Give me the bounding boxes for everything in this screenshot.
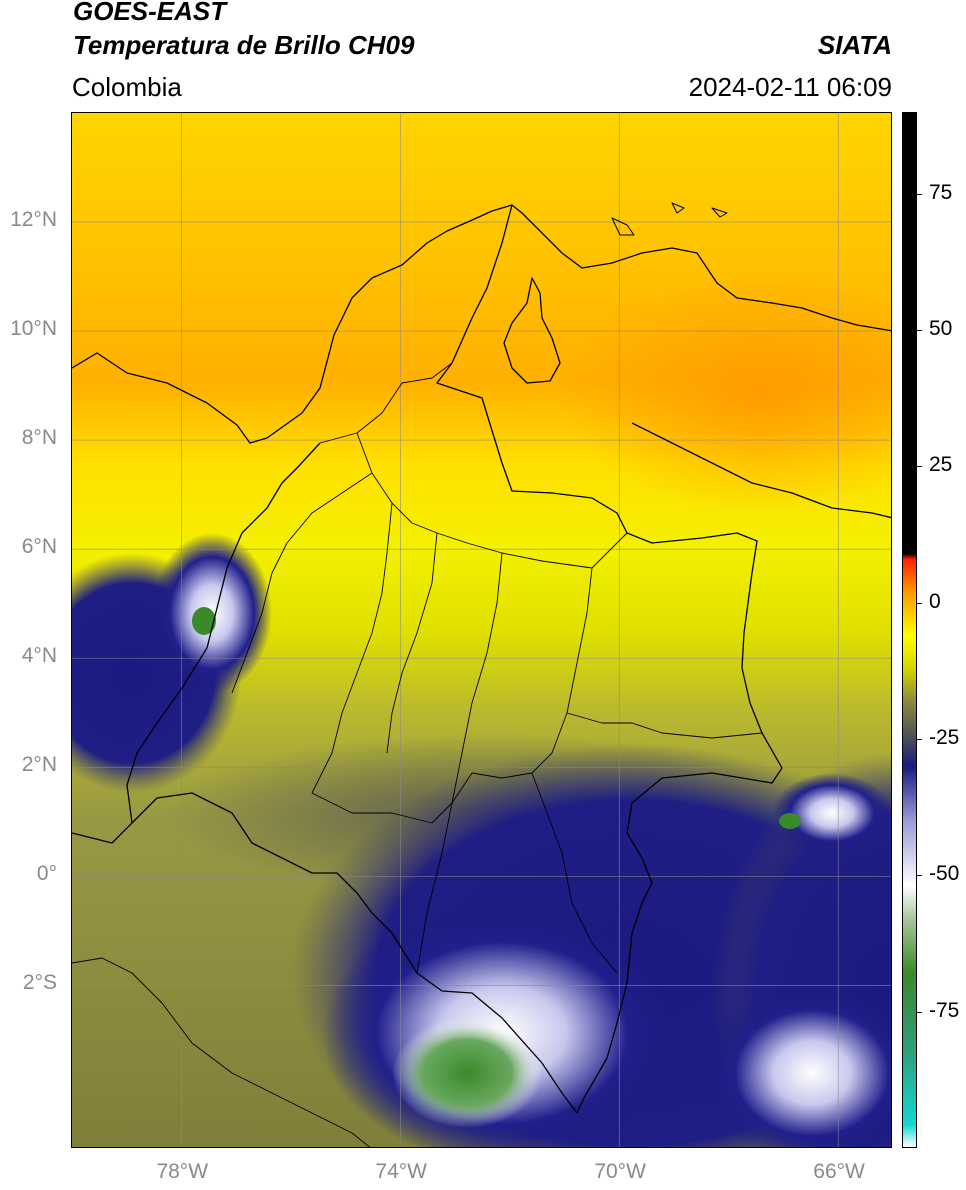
colorbar-tick (917, 330, 922, 332)
colorbar-tick-label: -25 (929, 726, 960, 750)
venezuela-guyana-border (631, 422, 891, 519)
lat-tick-label: 6°N (21, 535, 57, 559)
lon-tick-label: 78°W (156, 1160, 209, 1183)
coldest-tops-south (392, 1018, 542, 1128)
colorbar-tick (917, 602, 922, 604)
lat-tick-label: 10°N (10, 317, 57, 341)
lat-tick-label: 2°S (22, 971, 57, 995)
product-title: Temperatura de Brillo CH09 (73, 30, 415, 60)
brightness-temperature-field (72, 113, 891, 1147)
colorbar-tick (917, 875, 922, 877)
colorbar-tick (917, 1011, 922, 1013)
lake-maracaibo (503, 277, 561, 384)
lat-tick-label: 8°N (21, 426, 57, 450)
east-coldest-tops (779, 813, 801, 829)
colombia-panama-border (241, 442, 321, 534)
lon-tick-label: 70°W (594, 1160, 646, 1183)
colombia-peru-border (131, 792, 578, 1114)
colorbar-tick-label: 50 (929, 317, 953, 341)
satellite-map (71, 112, 892, 1148)
warm-region (562, 273, 891, 513)
colorbar-tick-label: 25 (929, 453, 953, 477)
borders (72, 202, 891, 1147)
department-boundaries (231, 362, 763, 974)
colombia-venezuela-border (436, 204, 783, 769)
east-cold-tops (772, 773, 891, 853)
lon-tick-label: 66°W (813, 1160, 865, 1183)
agency-label: SIATA (817, 30, 892, 60)
lat-tick-label: 0° (36, 862, 57, 886)
colombia-brazil-border (576, 767, 783, 1114)
satellite-title: GOES-EAST (73, 0, 227, 26)
colorbar-tick (917, 739, 922, 741)
lat-tick-label: 12°N (10, 208, 57, 232)
lon-tick-label: 74°W (375, 1160, 427, 1183)
colorbar-tick (917, 193, 922, 195)
region-label: Colombia (72, 72, 182, 102)
caribbean-coastline (72, 204, 891, 444)
lat-tick-label: 2°N (21, 753, 57, 777)
colorbar-tick-label: 0 (929, 589, 941, 613)
colorbar-tick-label: -50 (929, 862, 960, 886)
pacific-coldest-tops (192, 607, 216, 635)
colorbar-tick-label: 75 (929, 180, 953, 204)
aruba-curacao-islands (611, 202, 728, 236)
colorbar-tick-label: -75 (929, 998, 960, 1022)
colorbar-tick (917, 466, 922, 468)
colorbar (902, 112, 917, 1148)
datetime-label: 2024-02-11 06:09 (688, 72, 892, 102)
lat-tick-label: 4°N (21, 644, 57, 668)
ecuador-peru-border (72, 957, 371, 1147)
cold-cloud-tops-southeast (702, 983, 891, 1147)
pacific-coastline (72, 532, 243, 844)
